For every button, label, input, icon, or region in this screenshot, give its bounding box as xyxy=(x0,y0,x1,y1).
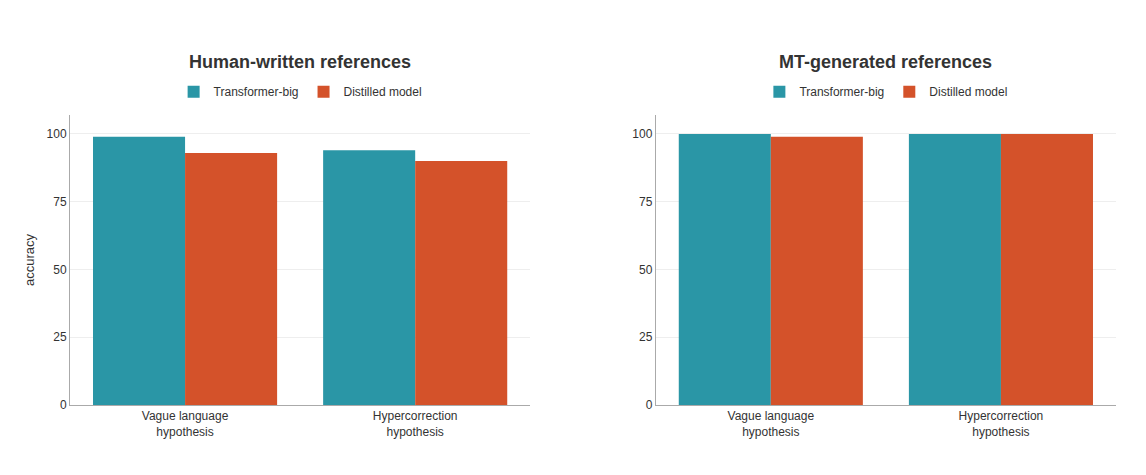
svg-text:75: 75 xyxy=(639,195,653,209)
svg-text:Transformer-big: Transformer-big xyxy=(214,85,299,99)
svg-text:Vague languagehypothesis: Vague languagehypothesis xyxy=(142,409,229,439)
svg-text:Distilled model: Distilled model xyxy=(929,85,1007,99)
svg-text:Distilled model: Distilled model xyxy=(344,85,422,99)
svg-text:Transformer-big: Transformer-big xyxy=(799,85,884,99)
svg-text:Hypercorrectionhypothesis: Hypercorrectionhypothesis xyxy=(959,409,1044,439)
svg-text:100: 100 xyxy=(47,127,67,141)
svg-text:50: 50 xyxy=(53,263,67,277)
svg-text:100: 100 xyxy=(632,127,652,141)
svg-text:75: 75 xyxy=(53,195,67,209)
svg-text:0: 0 xyxy=(60,398,67,412)
svg-text:0: 0 xyxy=(646,398,653,412)
svg-text:25: 25 xyxy=(639,330,653,344)
svg-text:25: 25 xyxy=(53,330,67,344)
svg-text:MT-generated references: MT-generated references xyxy=(779,52,992,72)
svg-text:Vague languagehypothesis: Vague languagehypothesis xyxy=(728,409,815,439)
svg-text:50: 50 xyxy=(639,263,653,277)
svg-text:Hypercorrectionhypothesis: Hypercorrectionhypothesis xyxy=(373,409,458,439)
svg-text:Human-written references: Human-written references xyxy=(189,52,411,72)
svg-text:accuracy: accuracy xyxy=(22,233,37,286)
